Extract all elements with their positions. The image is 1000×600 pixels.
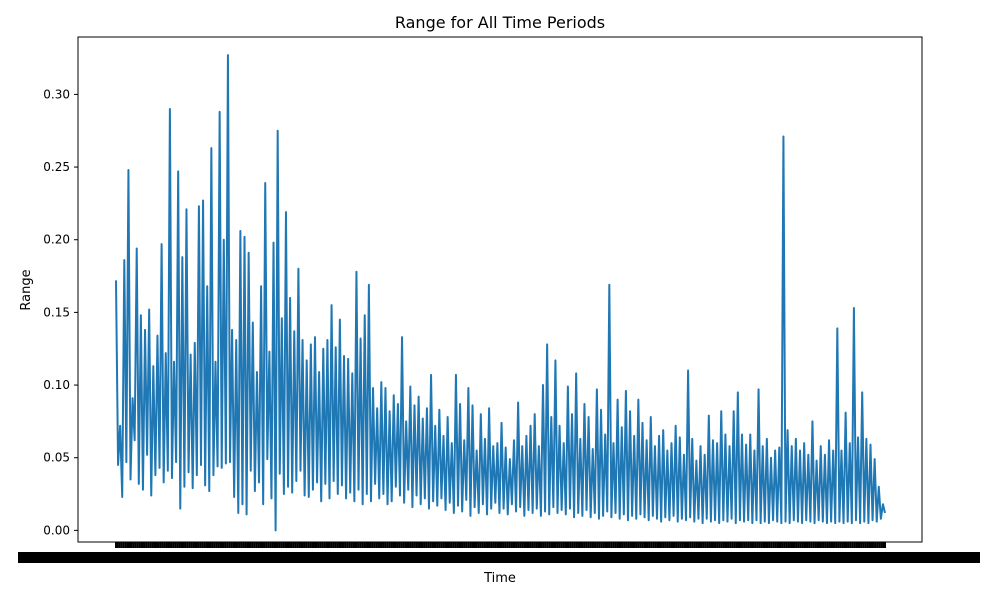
y-tick-label: 0.15 [43, 305, 70, 319]
series-line [115, 54, 886, 532]
plot-frame [77, 36, 923, 543]
y-tick-label: 0.10 [43, 378, 70, 392]
chart-title: Range for All Time Periods [395, 13, 605, 32]
x-tick-labels-overlap [18, 552, 980, 563]
y-tick-label: 0.30 [43, 87, 70, 101]
x-axis-label: Time [483, 571, 516, 586]
y-tick-label: 0.05 [43, 451, 70, 465]
y-tick-label: 0.00 [43, 523, 70, 537]
y-axis-ticks: 0.00 0.05 0.10 0.15 0.20 0.25 0.30 [43, 87, 78, 537]
y-axis-label: Range [19, 269, 34, 310]
y-tick-label: 0.25 [43, 160, 70, 174]
x-axis-ticks [115, 542, 886, 548]
y-tick-label: 0.20 [43, 233, 70, 247]
